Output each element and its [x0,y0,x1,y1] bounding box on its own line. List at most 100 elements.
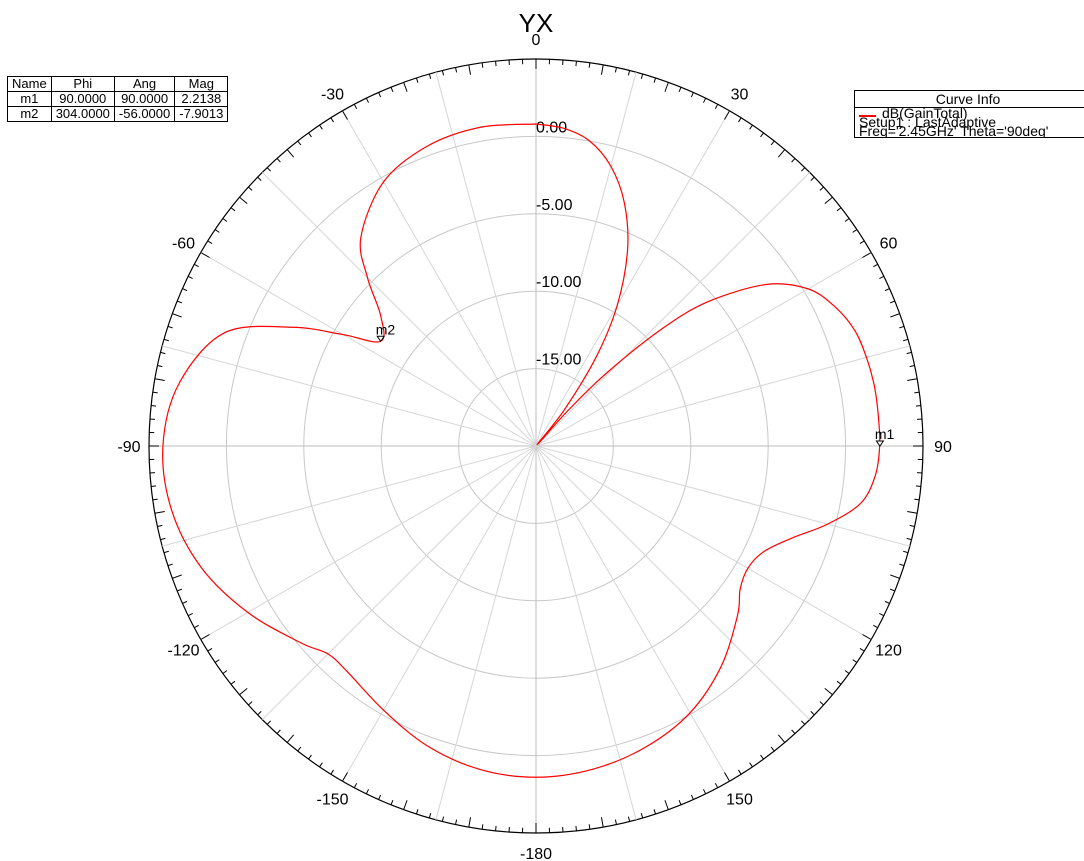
tick-mark [277,158,280,162]
tick-mark [589,824,590,829]
tick-mark [298,141,301,145]
tick-mark [725,111,730,120]
tick-mark [907,352,912,353]
tick-mark [907,379,917,381]
tick-mark [248,187,252,190]
tick-mark [589,63,590,68]
tick-mark [761,133,764,137]
tick-mark [287,150,293,158]
tick-mark [879,276,883,278]
grid-spoke [536,446,636,820]
tick-mark [628,817,629,822]
tick-mark [188,276,192,278]
tick-mark [845,671,849,674]
tick-mark [267,168,270,172]
tick-mark [907,511,917,513]
tick-mark [177,589,182,591]
tick-mark [391,87,393,92]
tick-mark [496,826,497,831]
tick-mark [691,92,693,97]
tick-mark [890,314,899,317]
tick-mark [231,208,235,211]
tick-mark [750,125,753,129]
tick-mark [885,289,890,291]
tick-mark [258,711,262,714]
grid-spoke [343,111,537,446]
table-row: m1 90.0000 90.0000 2.2138 [8,92,228,107]
table-cell: -7.9013 [175,107,228,122]
tick-mark [379,795,381,800]
tick-mark [298,747,301,751]
grid-spoke [262,172,536,446]
tick-mark [890,575,899,578]
tick-mark [916,406,921,407]
tick-mark [215,230,219,233]
radial-tick-label: -15.00 [536,352,581,369]
angle-tick-label: 120 [875,643,902,660]
tick-mark [157,525,162,526]
gain-curve [163,124,880,777]
header-name: Name [8,77,52,92]
tick-mark [715,783,717,787]
tick-mark [240,197,248,203]
tick-mark [853,660,857,663]
angle-tick-label: -150 [316,792,348,809]
table-cell: m2 [8,107,52,122]
tick-mark [899,564,904,566]
tick-mark [416,78,418,83]
tick-mark [153,499,158,500]
table-cell: 304.0000 [51,107,114,122]
tick-mark [665,82,668,91]
table-cell: 90.0000 [51,92,114,107]
tick-mark [188,613,192,615]
tick-mark [482,63,483,68]
tick-mark [738,118,741,122]
marker-label: m2 [376,321,396,337]
curve-info-header: Curve Info [855,92,1081,106]
tick-mark [153,392,158,393]
tick-mark [837,208,841,211]
tick-mark [853,230,857,233]
grid-spoke [536,253,871,447]
header-phi: Phi [51,77,114,92]
tick-mark [825,688,833,694]
tick-mark [155,511,165,513]
grid-spoke [343,446,537,781]
tick-mark [231,681,235,684]
tick-mark [208,648,212,651]
tick-mark [654,78,656,83]
series-line [163,124,880,777]
angle-tick-label: 60 [880,236,898,253]
tick-mark [665,800,668,809]
tick-mark [601,817,603,827]
tick-mark [223,219,227,222]
tick-mark [576,61,577,66]
tick-mark [343,111,348,120]
tick-mark [201,635,210,640]
tick-mark [845,219,849,222]
tick-mark [391,800,393,805]
grid-spoke [262,446,536,720]
tick-mark [916,486,921,487]
radial-tick-label: -10.00 [536,274,581,291]
polar-grid [149,59,923,833]
angle-tick-label: -60 [172,236,195,253]
tick-mark [771,141,774,145]
tick-mark [679,800,681,805]
tick-mark [615,67,616,72]
tick-mark [442,817,443,822]
tick-mark [248,702,252,705]
tick-mark [151,406,156,407]
angle-tick-label: 90 [934,439,952,456]
tick-mark [703,98,705,102]
curve-info-legend: Curve Info dB(GainTotal) Setup1 : LastAd… [854,90,1084,138]
tick-mark [825,197,833,203]
tick-mark [914,499,919,500]
tick-mark [615,820,616,825]
tick-mark [907,538,912,539]
tick-mark [890,589,895,591]
plot-markers: m1 m2 [376,321,895,446]
tick-mark [194,625,198,627]
tick-mark [820,187,824,190]
tick-mark [873,264,877,266]
